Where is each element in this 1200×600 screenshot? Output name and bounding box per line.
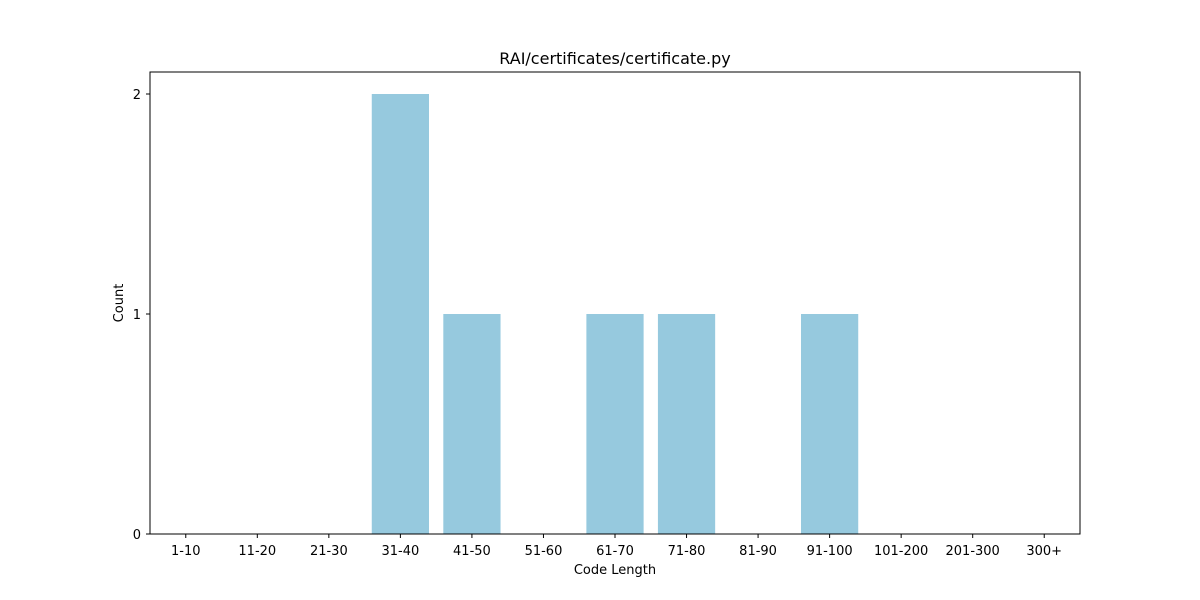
x-tick-label: 31-40 <box>381 544 419 559</box>
bar-71-80 <box>657 314 716 534</box>
chart-title: RAI/certificates/certificate.py <box>499 49 730 68</box>
y-tick-label: 0 <box>133 528 141 543</box>
y-axis: 0 1 2 <box>133 88 150 543</box>
bar-61-70 <box>586 314 644 534</box>
x-tick-label: 201-300 <box>946 544 1000 559</box>
bar-91-100 <box>801 314 859 534</box>
x-tick-label: 101-200 <box>874 544 928 559</box>
x-tick-label: 61-70 <box>596 544 634 559</box>
y-tick-label: 2 <box>133 88 141 103</box>
x-axis: 1-10 11-20 21-30 31-40 41-50 51-60 61-70 71-80 8… <box>171 534 1062 559</box>
bar-31-40 <box>371 94 429 534</box>
x-tick-label: 91-100 <box>807 544 853 559</box>
bar-41-50 <box>443 314 501 534</box>
x-tick-label: 1-10 <box>171 544 201 559</box>
x-tick-label: 300+ <box>1026 544 1062 559</box>
x-tick-label: 11-20 <box>238 544 276 559</box>
y-axis-title: Count <box>112 284 127 323</box>
x-tick-label: 21-30 <box>310 544 348 559</box>
x-tick-label: 51-60 <box>525 544 563 559</box>
y-tick-label: 1 <box>133 308 141 323</box>
bars-group <box>371 94 859 534</box>
x-tick-label: 81-90 <box>739 544 777 559</box>
x-tick-label: 41-50 <box>453 544 491 559</box>
x-axis-title: Code Length <box>574 563 656 578</box>
x-tick-label: 71-80 <box>668 544 706 559</box>
